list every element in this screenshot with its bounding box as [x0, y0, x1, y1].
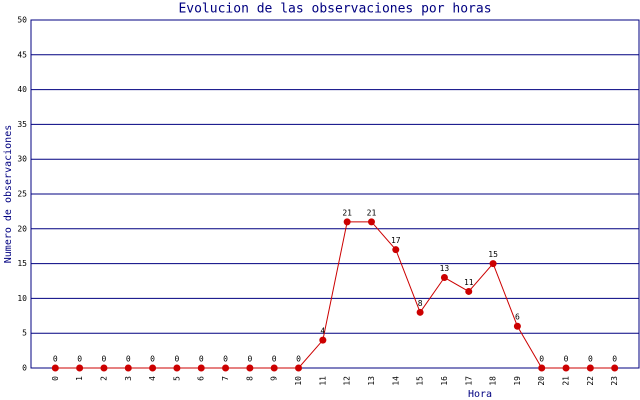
data-label: 17	[391, 236, 401, 245]
x-tick-label: 14	[391, 376, 400, 386]
x-tick-label: 20	[537, 376, 546, 386]
y-tick-label: 30	[17, 155, 27, 164]
point	[76, 364, 84, 372]
data-label: 13	[440, 264, 450, 273]
data-label: 0	[588, 355, 593, 364]
x-tick-label: 5	[172, 376, 181, 381]
x-tick-label: 11	[318, 376, 327, 386]
point	[124, 364, 132, 372]
data-label: 0	[612, 355, 617, 364]
x-tick-label: 9	[270, 376, 279, 381]
point	[100, 364, 108, 372]
data-label: 21	[342, 208, 352, 217]
x-tick-label: 19	[513, 376, 522, 386]
data-label: 15	[488, 250, 498, 259]
data-label: 0	[126, 355, 131, 364]
y-tick-label: 10	[17, 294, 27, 303]
point	[246, 364, 254, 372]
x-tick-label: 18	[489, 376, 498, 386]
data-label: 0	[199, 355, 204, 364]
point	[586, 364, 594, 372]
x-tick-label: 4	[148, 376, 157, 381]
point	[343, 218, 351, 226]
line	[55, 221, 615, 369]
data-label: 0	[53, 355, 58, 364]
point	[465, 287, 473, 295]
x-tick-label: 13	[367, 376, 376, 386]
data-label: 0	[539, 355, 544, 364]
point	[392, 246, 400, 254]
point	[51, 364, 59, 372]
y-tick-label: 50	[17, 16, 27, 25]
x-axis-label: Hora	[468, 389, 492, 400]
data-label: 21	[367, 208, 377, 217]
x-tick-label: 16	[440, 376, 449, 386]
x-tick-label: 2	[99, 376, 108, 381]
x-tick-label: 23	[610, 376, 619, 386]
y-tick-label: 40	[17, 85, 27, 94]
x-tick-label: 15	[416, 376, 425, 386]
data-label: 0	[564, 355, 569, 364]
y-tick-label: 25	[17, 190, 27, 199]
point	[611, 364, 619, 372]
y-tick-label: 35	[17, 120, 27, 129]
point	[367, 218, 375, 226]
data-label: 0	[150, 355, 155, 364]
data-label: 0	[102, 355, 107, 364]
chart-title: Evolucion de las observaciones por horas	[178, 2, 491, 17]
y-tick-label: 45	[17, 50, 27, 59]
data-label: 11	[464, 278, 474, 287]
y-tick-label: 5	[22, 329, 27, 338]
point	[538, 364, 546, 372]
point	[270, 364, 278, 372]
x-tick-label: 8	[245, 376, 254, 381]
y-tick-label: 0	[22, 364, 27, 373]
x-tick-label: 1	[75, 376, 84, 381]
point	[489, 260, 497, 268]
point	[173, 364, 181, 372]
data-label: 0	[296, 355, 301, 364]
y-tick-label: 15	[17, 259, 27, 268]
data-label: 0	[247, 355, 252, 364]
point	[562, 364, 570, 372]
point	[149, 364, 157, 372]
point	[222, 364, 230, 372]
point	[197, 364, 205, 372]
point	[513, 322, 521, 330]
data-label: 0	[175, 355, 180, 364]
x-tick-label: 10	[294, 376, 303, 386]
point	[319, 336, 327, 344]
data-label: 6	[515, 313, 520, 322]
x-tick-label: 17	[464, 376, 473, 386]
x-tick-label: 3	[124, 376, 133, 381]
data-label: 0	[77, 355, 82, 364]
point	[416, 308, 424, 316]
x-tick-label: 7	[221, 376, 230, 381]
point	[295, 364, 303, 372]
data-label: 0	[272, 355, 277, 364]
data-label: 0	[223, 355, 228, 364]
y-tick-label: 20	[17, 224, 27, 233]
x-tick-label: 0	[51, 376, 60, 381]
data-label: 4	[320, 327, 325, 336]
y-axis-label: Numero de observaciones	[3, 125, 14, 263]
x-tick-label: 22	[586, 376, 595, 386]
x-tick-label: 21	[562, 376, 571, 386]
data-label: 8	[418, 299, 423, 308]
x-tick-label: 6	[197, 376, 206, 381]
x-tick-label: 12	[343, 376, 352, 386]
point	[440, 274, 448, 282]
